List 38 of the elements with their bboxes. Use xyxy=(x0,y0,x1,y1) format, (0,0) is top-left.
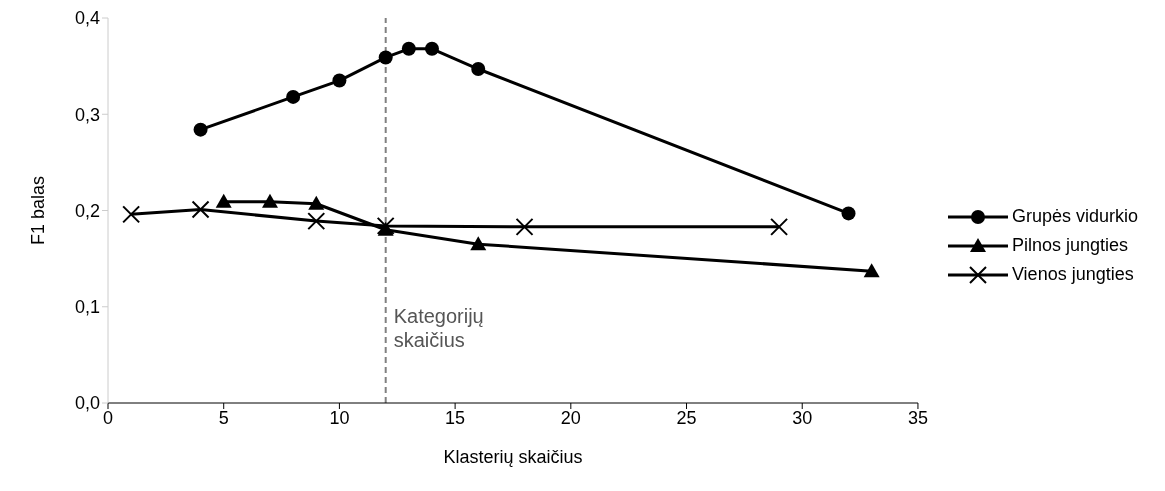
point xyxy=(215,193,232,208)
x-tick-label: 15 xyxy=(445,407,466,428)
x-tick-label: 25 xyxy=(676,407,697,428)
point xyxy=(863,263,880,278)
point xyxy=(378,50,393,65)
point xyxy=(332,73,347,88)
point xyxy=(308,195,325,210)
point xyxy=(401,41,416,56)
point xyxy=(471,62,486,77)
x-tick-label: 30 xyxy=(792,407,813,428)
x-tick-label: 35 xyxy=(907,407,928,428)
y-tick-label: 0,4 xyxy=(74,8,100,29)
point xyxy=(470,236,487,251)
x-tick-label: 0 xyxy=(102,407,114,428)
x-tick-label: 10 xyxy=(329,407,350,428)
point xyxy=(261,193,278,208)
x-tick-label: 5 xyxy=(218,407,229,428)
point xyxy=(307,212,326,231)
point xyxy=(515,217,534,236)
point xyxy=(376,216,395,235)
point xyxy=(193,122,208,137)
point xyxy=(770,217,789,236)
y-axis-title: F1 balas xyxy=(28,175,49,246)
x-axis-title: Klasterių skaičius xyxy=(443,447,583,467)
legend-label: Pilnos jungties xyxy=(1011,235,1129,256)
y-tick-label: 0,1 xyxy=(74,297,100,318)
point xyxy=(191,200,210,219)
ref-line-label: Kategorijų skaičius xyxy=(393,305,484,351)
y-tick-label: 0,0 xyxy=(74,393,100,414)
point xyxy=(286,89,301,104)
x-tick-label: 20 xyxy=(560,407,581,428)
point xyxy=(841,206,856,221)
legend-label: Vienos jungties xyxy=(1011,264,1134,285)
y-tick-label: 0,3 xyxy=(74,104,100,125)
legend-label: Grupės vidurkio xyxy=(1011,206,1138,227)
point xyxy=(424,41,439,56)
y-tick-label: 0,2 xyxy=(74,200,100,221)
point xyxy=(122,205,141,224)
